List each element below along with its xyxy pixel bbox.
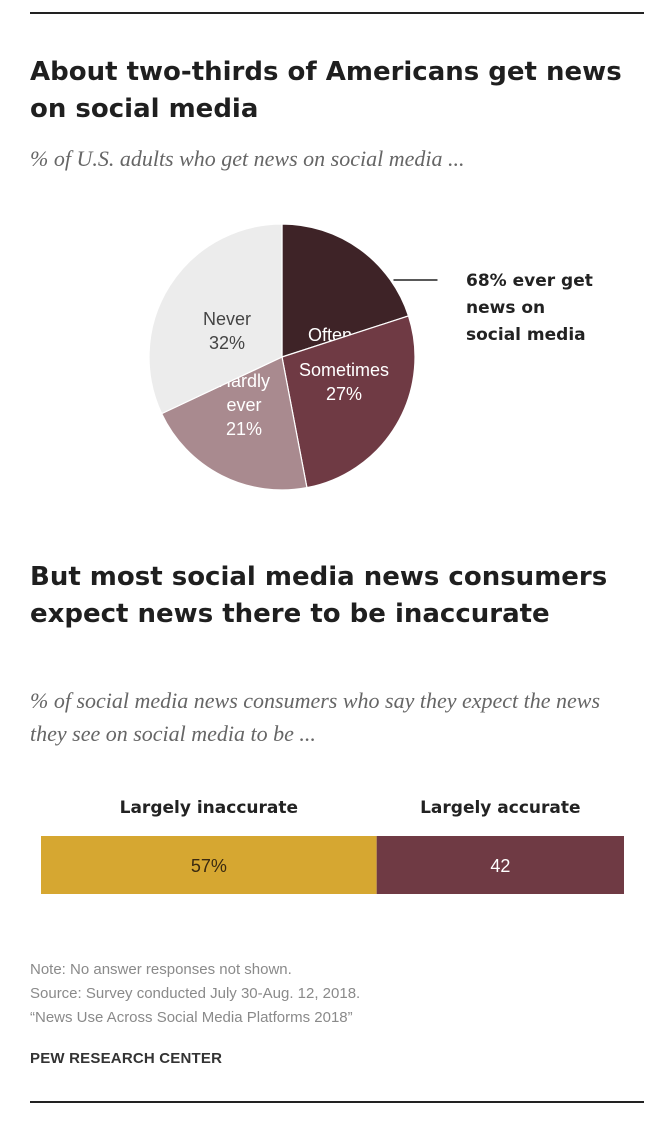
pie-value-label: 32% xyxy=(209,333,245,353)
pie-value-label: 27% xyxy=(326,384,362,404)
pie-value-label: 21% xyxy=(226,419,262,439)
section2-subtitle: % of social media news consumers who say… xyxy=(30,688,601,746)
bar-value-label: 57% xyxy=(191,856,227,876)
footnotes: Note: No answer responses not shown. Sou… xyxy=(30,958,640,1030)
brand-logo-text: PEW RESEARCH CENTER xyxy=(30,1050,223,1067)
bar-category-label: Largely accurate xyxy=(420,798,581,818)
top-rule xyxy=(30,12,644,14)
pie-slice-label: Never xyxy=(203,309,251,329)
bottom-rule xyxy=(30,1101,644,1103)
note-text: Note: No answer responses not shown. xyxy=(30,961,292,978)
pie-slice xyxy=(281,315,416,489)
pie-chart: Often20%Sometimes27%Hardlyever21%Never32… xyxy=(148,223,593,491)
bar-segment xyxy=(376,836,624,894)
bar-category-label: Largely inaccurate xyxy=(119,798,299,818)
pie-slice-label: Sometimes xyxy=(299,360,389,380)
callout-label: 68% ever get xyxy=(466,271,593,291)
chart-subtitle: % of U.S. adults who get news on social … xyxy=(30,146,465,171)
pie-slice-label: ever xyxy=(226,395,261,415)
bar-segment xyxy=(41,836,377,894)
callout-label: social media xyxy=(466,325,586,345)
source-text: Source: Survey conducted July 30-Aug. 12… xyxy=(30,985,361,1002)
section2-title: But most social media news consumers exp… xyxy=(30,562,608,629)
callout-label: news on xyxy=(466,298,545,318)
pie-slice xyxy=(281,223,410,358)
report-text: “News Use Across Social Media Platforms … xyxy=(30,1009,353,1026)
pie-slice xyxy=(160,356,308,491)
pie-slice xyxy=(148,223,283,415)
stacked-bar-chart: 57% 42 xyxy=(41,836,624,894)
bar-value-label: 42 xyxy=(490,856,510,876)
chart-title: About two-thirds of Americans get news o… xyxy=(30,57,622,124)
